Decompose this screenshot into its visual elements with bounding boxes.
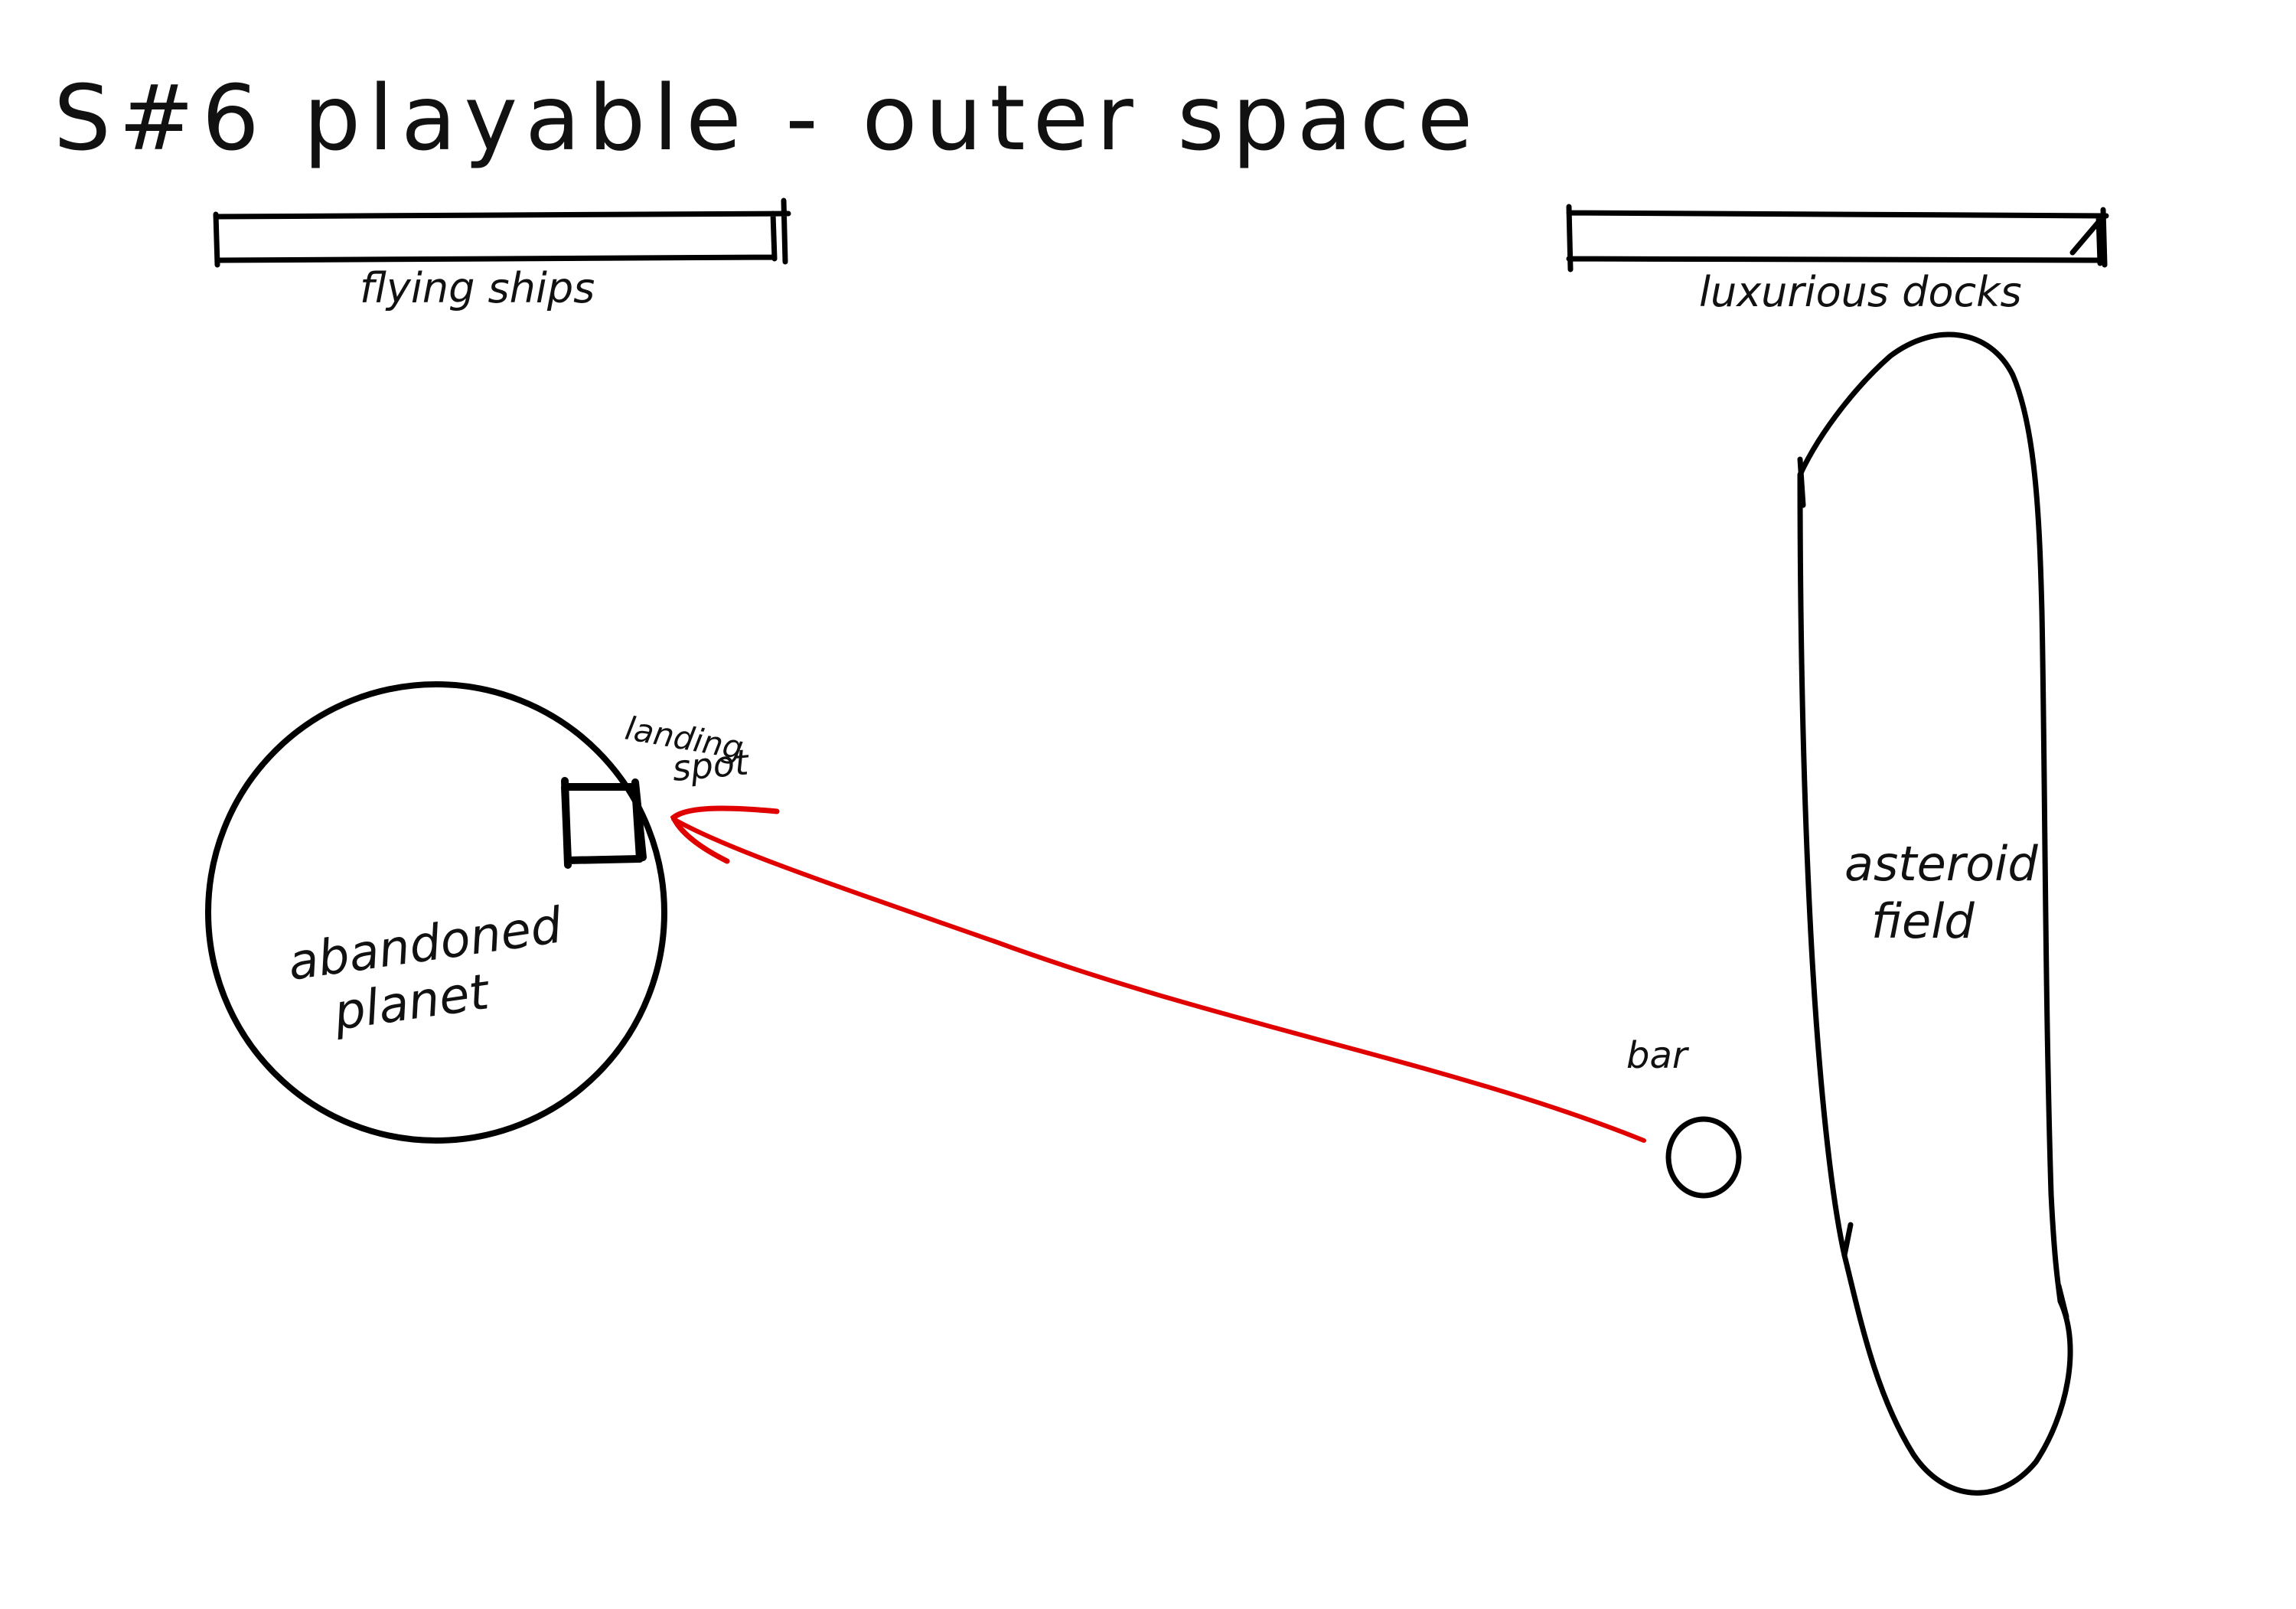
bar-circle — [1665, 1116, 1742, 1199]
landing-spot-box — [561, 777, 647, 869]
page-title: S#6 playable - outer space — [54, 65, 1480, 171]
luxurious-docks-bar — [1566, 204, 2109, 273]
flying-ships-label: flying ships — [360, 264, 595, 312]
luxurious-docks-label: luxurious docks — [1699, 268, 2022, 316]
landing-spot-label-line2: spot — [670, 741, 752, 789]
bar-label: bar — [1626, 1034, 1690, 1077]
asteroid-field-shape — [1797, 331, 2073, 1496]
asteroid-field-label-line1: asteroid — [1844, 836, 2038, 892]
abandoned-planet-circle — [205, 681, 667, 1144]
route-arrow — [670, 805, 1646, 1143]
asteroid-field-label-line2: field — [1871, 893, 1975, 949]
flying-ships-bar — [213, 197, 791, 268]
